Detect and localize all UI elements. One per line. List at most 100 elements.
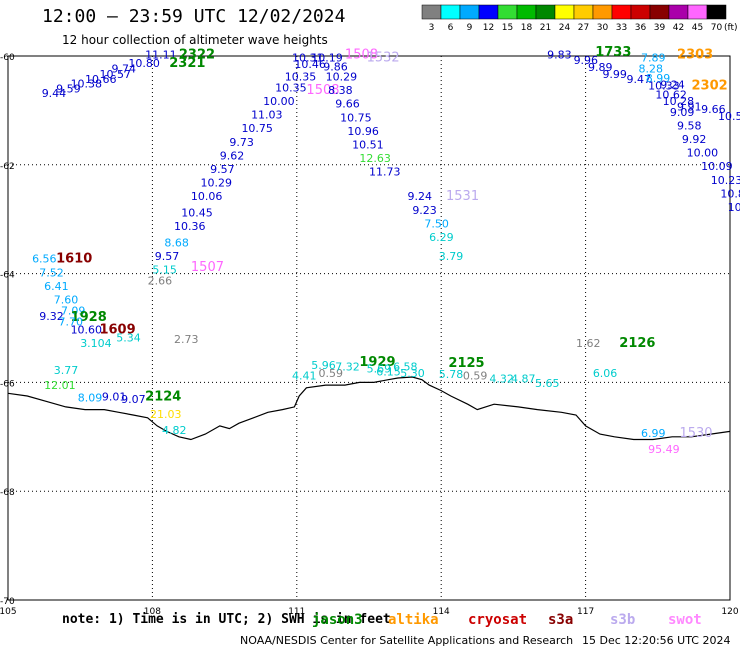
wave-height-label: 6.99 (641, 427, 666, 440)
wave-height-label: 1733 (595, 45, 631, 60)
footer-timestamp: 15 Dec 12:20:56 UTC 2024 (582, 634, 731, 647)
plot-frame (7, 55, 731, 601)
wave-height-label: 6.06 (593, 367, 618, 380)
wave-height-label: 9.57 (210, 163, 235, 176)
wave-height-label: 2322 (179, 48, 215, 63)
wave-height-label: 2.73 (174, 333, 199, 346)
wave-height-label: 10.06 (191, 190, 223, 203)
y-tick-label: -70 (0, 597, 15, 607)
wave-height-label: 10.96 (347, 125, 379, 138)
wave-height-label: 1610 (56, 252, 92, 267)
footer-credit: NOAA/NESDIS Center for Satellite Applica… (240, 634, 574, 647)
wave-height-label: 9.66 (335, 98, 360, 111)
y-tick-label: -62 (0, 162, 15, 172)
wave-height-label: 10.46 (294, 58, 326, 71)
footer-note: note: 1) Time is in UTC; 2) SWH is in fe… (62, 612, 391, 627)
legend-label: 30 (597, 23, 609, 33)
wave-height-label: 9.62 (220, 149, 245, 162)
color-legend: 3 6 9 12 15 18 21 24 27 30 33 36 39 42 45 70 (ft) (421, 4, 738, 33)
wave-height-label: 1.62 (576, 337, 601, 350)
wave-height-label: 1532 (367, 50, 400, 65)
legend-label: 45 (692, 23, 703, 33)
wave-height-label: 9.66 (701, 103, 726, 116)
wave-height-label: 5.30 (400, 367, 425, 380)
legend-label: 42 (673, 23, 684, 33)
wave-height-label: 10.35 (285, 70, 317, 83)
legend-label: 36 (635, 23, 647, 33)
legend-swatch (440, 4, 461, 20)
wave-height-label: 8.99 (646, 72, 671, 85)
wave-height-label: 10.23 (711, 174, 740, 187)
wave-height-label: 10. (728, 201, 740, 214)
wave-height-label: 1507 (191, 260, 224, 275)
wave-height-label: 3.104 (80, 337, 112, 350)
legend-label: 24 (559, 23, 571, 33)
wave-height-label: 10.75 (241, 122, 272, 135)
satellite-label-altika: altika (388, 612, 439, 628)
legend-label: 12 (483, 23, 494, 33)
wave-height-label: 10.33 (648, 80, 680, 93)
wave-height-label: 95.49 (648, 443, 680, 456)
x-tick-label: 108 (144, 607, 161, 617)
wave-height-label: 9.24 (660, 79, 685, 92)
wave-height-label: 10.00 (687, 147, 719, 160)
legend-swatch (478, 4, 499, 20)
wave-height-label: 10.29 (326, 70, 358, 83)
legend-swatch (706, 4, 727, 20)
wave-height-label: 1609 (99, 322, 135, 337)
legend-swatch (687, 4, 708, 20)
wave-height-label: 7.60 (54, 294, 79, 307)
x-tick-label: 111 (288, 607, 305, 617)
wave-height-label: 9.47 (627, 73, 652, 86)
legend-label: 21 (540, 23, 551, 33)
legend-swatch (668, 4, 689, 20)
legend-label: 33 (616, 23, 627, 33)
x-tick-label: 114 (433, 607, 450, 617)
legend-label: 15 (502, 23, 513, 33)
wave-height-label: 2125 (448, 356, 484, 371)
wave-height-label: 10.45 (181, 206, 213, 219)
legend-swatch (649, 4, 670, 20)
wave-height-label: 9.57 (155, 250, 180, 263)
wave-height-label: 10.75 (340, 111, 372, 124)
y-tick-label: -64 (0, 271, 15, 281)
legend-unit: (ft) (724, 23, 738, 33)
wave-height-label: 11.03 (251, 109, 283, 122)
legend-swatch (554, 4, 575, 20)
legend-swatch (535, 4, 556, 20)
wave-height-label: 1508 (306, 83, 339, 98)
wave-height-label: 10.60 (71, 323, 103, 336)
wave-height-label: 5.65 (535, 377, 560, 390)
wave-height-label: 11.11 (145, 49, 177, 62)
wave-height-label: 21.03 (150, 408, 182, 421)
wave-height-label: 10.31 (292, 51, 324, 64)
wave-height-label: 7.50 (424, 217, 449, 230)
legend-label: 6 (448, 23, 454, 33)
wave-height-label: 10.09 (701, 160, 733, 173)
wave-height-label: 1508 (345, 48, 378, 63)
wave-height-label: 10.36 (174, 220, 206, 233)
wave-height-label: 7.52 (39, 266, 64, 279)
wave-height-label: 9.07 (121, 393, 146, 406)
wave-height-label: 9.24 (408, 190, 433, 203)
satellite-label-s3a: s3a (548, 612, 574, 628)
wave-height-label: 5.69 (367, 363, 392, 376)
legend-swatch (497, 4, 518, 20)
wave-height-label: 7.32 (335, 360, 360, 373)
wave-height-label: 8.38 (328, 84, 353, 97)
legend-swatch (611, 4, 632, 20)
wave-height-label: 10.57 (718, 110, 740, 123)
wave-height-label: 10.62 (655, 88, 687, 101)
plot-area: 105 108 111 114 117 120 -60 -62 -64 -66 -68 -70 9.44… (0, 45, 740, 617)
wave-height-label: 8.09 (78, 391, 103, 404)
wave-height-label: 4.87 (511, 372, 536, 385)
wave-height-label: 10.38 (71, 78, 103, 91)
wave-height-label: 9.86 (323, 61, 348, 74)
wave-height-label: 9.74 (111, 62, 136, 75)
wave-height-label: 10.51 (352, 138, 384, 151)
legend-swatch (459, 4, 480, 20)
wave-height-label: 0.59 (318, 367, 343, 380)
chart-title: 12:00 – 23:59 UTC 12/02/2024 (42, 6, 346, 27)
wave-height-label: 8.68 (164, 236, 189, 249)
